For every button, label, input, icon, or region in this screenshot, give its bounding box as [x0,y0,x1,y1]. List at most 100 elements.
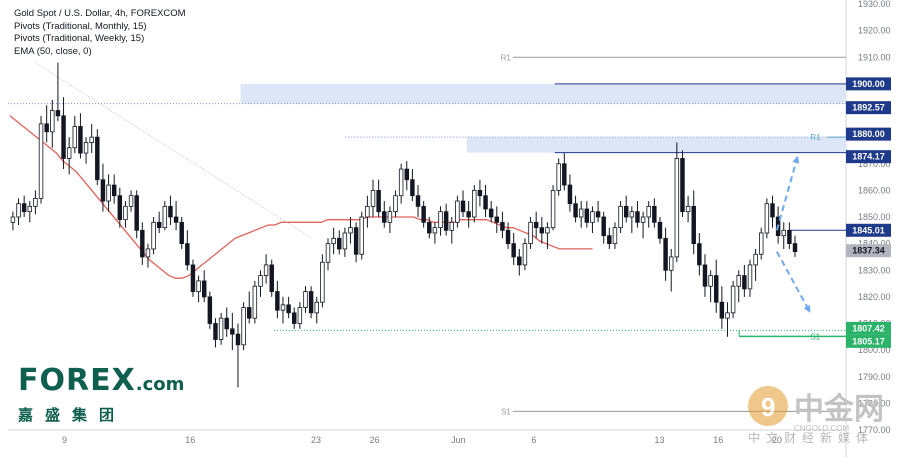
candle-down[interactable] [421,205,426,223]
candle-down[interactable] [376,189,381,213]
candle-down[interactable] [770,203,775,218]
candle-up[interactable] [10,216,16,223]
candle-down[interactable] [517,256,522,266]
last-price-badge[interactable] [846,244,891,258]
candle-up[interactable] [528,221,533,245]
candle-up[interactable] [359,216,364,255]
candle-up[interactable] [556,163,561,191]
candle-down[interactable] [168,205,173,218]
candle-down[interactable] [78,126,83,154]
candle-up[interactable] [708,275,713,287]
candle-up[interactable] [736,275,741,287]
candle-up[interactable] [33,197,38,207]
candle-down[interactable] [652,205,657,223]
candle-down[interactable] [792,243,798,253]
candle-down[interactable] [353,227,359,255]
candle-up[interactable] [162,205,168,229]
pivots-weekly-label[interactable]: Pivots (Traditional, Weekly, 15) [14,33,145,44]
candle-up[interactable] [38,123,44,199]
candle-down[interactable] [275,291,280,311]
candle-up[interactable] [145,248,151,258]
candle-down[interactable] [190,264,196,292]
candle-up[interactable] [348,227,353,234]
candle-up[interactable] [550,189,556,229]
pivots-monthly-label[interactable]: Pivots (Traditional, Monthly, 15) [14,20,147,32]
candle-down[interactable] [100,179,106,202]
candle-down[interactable] [269,264,274,292]
candle-down[interactable] [533,221,539,229]
resistance-badge[interactable] [846,150,891,164]
candle-down[interactable] [61,115,66,159]
candle-down[interactable] [95,136,100,181]
candle-up[interactable] [342,232,348,250]
candle-up[interactable] [578,208,584,218]
candle-up[interactable] [258,275,263,287]
candle-up[interactable] [128,195,134,207]
candle-down[interactable] [213,323,218,340]
candle-up[interactable] [123,205,128,221]
candle-down[interactable] [719,301,725,319]
candle-down[interactable] [483,195,488,210]
candle-up[interactable] [72,126,78,149]
candle-up[interactable] [325,243,331,263]
candle-up[interactable] [629,211,635,218]
candle-up[interactable] [263,264,269,276]
candle-up[interactable] [747,264,753,290]
candle-up[interactable] [106,184,111,202]
candle-up[interactable] [646,205,651,218]
candle-down[interactable] [230,328,235,335]
resistance-badge[interactable] [846,77,891,91]
candle-down[interactable] [567,184,573,205]
candle-down[interactable] [500,221,505,231]
candle-down[interactable] [787,229,792,245]
candle-up[interactable] [27,205,33,213]
candle-down[interactable] [702,264,708,287]
candle-down[interactable] [179,221,184,245]
candle-up[interactable] [50,110,55,133]
candle-down[interactable] [714,275,719,303]
candle-down[interactable] [134,195,139,231]
candle-up[interactable] [398,168,404,197]
candle-down[interactable] [691,205,696,245]
candle-down[interactable] [511,243,516,258]
candle-up[interactable] [16,203,21,218]
candle-down[interactable] [415,195,421,207]
candle-up[interactable] [449,221,455,231]
candle-down[interactable] [224,317,229,330]
candle-up[interactable] [472,189,477,218]
candle-up[interactable] [618,205,623,229]
candle-down[interactable] [21,203,27,213]
resistance-badge[interactable] [846,127,891,141]
candle-down[interactable] [111,184,117,197]
candle-down[interactable] [292,312,297,324]
candle-up[interactable] [331,237,336,245]
candle-down[interactable] [185,243,190,266]
candle-down[interactable] [443,211,449,231]
candle-up[interactable] [151,221,156,250]
candle-down[interactable] [466,211,471,218]
candle-down[interactable] [635,211,640,223]
candle-down[interactable] [607,235,612,245]
candle-up[interactable] [303,291,308,308]
candle-down[interactable] [623,205,629,218]
symbol-title[interactable]: Gold Spot / U.S. Dollar, 4h, FOREXCOM [14,8,186,19]
candle-up[interactable] [668,256,674,271]
candle-down[interactable] [584,208,590,223]
candle-down[interactable] [595,211,601,218]
resistance-badge[interactable] [846,223,891,237]
candle-up[interactable] [590,211,595,223]
candle-up[interactable] [241,307,246,346]
resistance-badge[interactable] [846,101,891,115]
candle-up[interactable] [522,243,528,266]
candle-down[interactable] [601,216,606,237]
candle-up[interactable] [66,147,72,159]
candle-up[interactable] [89,136,94,143]
candle-down[interactable] [235,333,241,346]
ema-label[interactable]: EMA (50, close, 0) [14,45,92,57]
candle-down[interactable] [488,208,494,218]
candle-down[interactable] [697,243,702,266]
candle-down[interactable] [742,275,747,290]
candle-down[interactable] [680,158,685,213]
candle-up[interactable] [83,142,89,154]
